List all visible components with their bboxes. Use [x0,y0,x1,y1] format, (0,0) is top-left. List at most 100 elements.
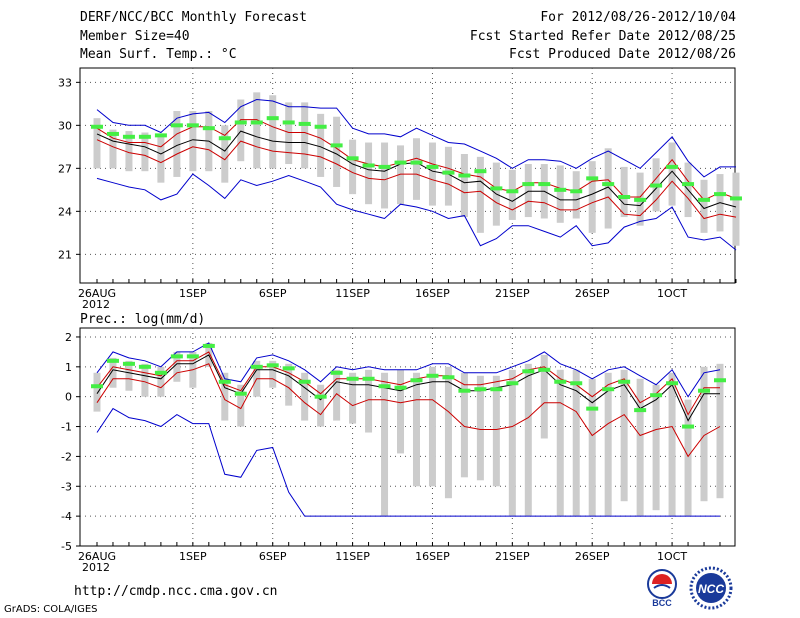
observed-mark [378,384,391,389]
variable-label: Mean Surf. Temp.: °C [80,47,237,62]
observed-mark [714,378,726,383]
spread-bar [397,145,405,205]
spread-bar [444,146,452,206]
observed-mark [666,381,679,386]
spread-bar [333,116,341,187]
spread-bar [668,142,676,206]
observed-mark [538,182,551,187]
spread-bar [412,138,420,200]
spread-bar [700,179,708,233]
spread-bar [349,372,357,424]
spread-bar [365,369,373,433]
series-line-max [96,98,736,178]
observed-mark [490,186,503,191]
x-tick-label: 21SEP [495,550,530,563]
spread-bar [173,351,181,382]
observed-mark [698,388,711,393]
observed-mark [698,197,711,202]
observed-mark [522,369,535,374]
spread-bar [572,171,580,219]
observed-mark [602,182,615,187]
observed-mark [91,124,103,129]
observed-mark [474,387,487,392]
spread-bar [556,165,564,223]
spread-bar [492,375,500,487]
spread-bar [620,369,628,502]
spread-bar [173,111,181,177]
y-tick-label: -1 [61,421,72,434]
spread-bar [349,139,357,195]
observed-mark [106,358,119,363]
ncc-logo: NCC [688,566,734,610]
observed-mark [666,164,679,169]
spread-bar [141,132,149,172]
observed-mark [234,391,247,396]
observed-mark [122,134,135,139]
x-tick-label: 16SEP [415,550,450,563]
observed-mark [426,164,439,169]
observed-mark [378,164,391,169]
observed-mark [250,120,263,125]
spread-bar [237,99,245,162]
y-tick-label: -2 [61,450,72,463]
y-tick-label: 1 [65,361,72,374]
observed-mark [426,373,439,378]
spread-bar [604,372,612,517]
chart-title: DERF/NCC/BCC Monthly Forecast [80,10,307,25]
observed-mark [634,197,647,202]
observed-mark [634,408,647,413]
spread-bar [157,366,165,397]
observed-mark [650,393,663,398]
x-year-label: 2012 [82,298,110,311]
observed-mark [314,124,327,129]
spread-bar [732,172,740,246]
observed-mark [218,136,231,141]
observed-mark [154,370,167,375]
x-tick-label: 11SEP [335,287,370,300]
observed-mark [202,343,215,348]
spread-bar [428,366,436,487]
spread-bar [412,372,420,487]
y-tick-label: 30 [58,119,72,132]
observed-mark [106,131,119,136]
spread-bar [397,369,405,454]
spread-bar [460,154,468,218]
x-tick-label: 26SEP [575,287,610,300]
observed-mark [442,375,455,380]
ncc-logo-text: NCC [698,582,724,596]
spread-bar [301,102,309,169]
bcc-logo: BCC [640,568,684,608]
spread-bar [476,375,484,481]
observed-mark [170,354,183,359]
plot-frame [79,327,736,547]
x-tick-label: 6SEP [259,287,287,300]
spread-bar [428,142,436,206]
spread-bar [109,357,117,388]
series-line-upper [96,351,720,416]
series-line-mean [96,354,720,422]
y-tick-label: 2 [65,331,72,344]
observed-mark [490,387,503,392]
observed-mark [729,196,742,201]
observed-mark [618,379,631,384]
spread-bar [317,384,325,427]
observed-mark [362,376,375,381]
observed-mark [282,120,295,125]
source-url[interactable]: http://cmdp.ncc.cma.gov.cn [74,584,278,599]
spread-bar [588,161,596,233]
spread-bar [620,166,628,218]
series-line-max [96,342,721,398]
observed-mark [266,116,279,121]
observed-mark [91,384,103,389]
y-tick-label: 27 [58,162,72,175]
spread-bar [221,125,229,183]
x-tick-label: 6SEP [259,550,287,563]
x-tick-label: 1SEP [179,287,207,300]
x-tick-label: 26AUG [78,550,116,563]
observed-mark [138,364,151,369]
spread-bar [189,111,197,172]
y-tick-label: 33 [58,76,72,89]
observed-mark [266,363,279,368]
